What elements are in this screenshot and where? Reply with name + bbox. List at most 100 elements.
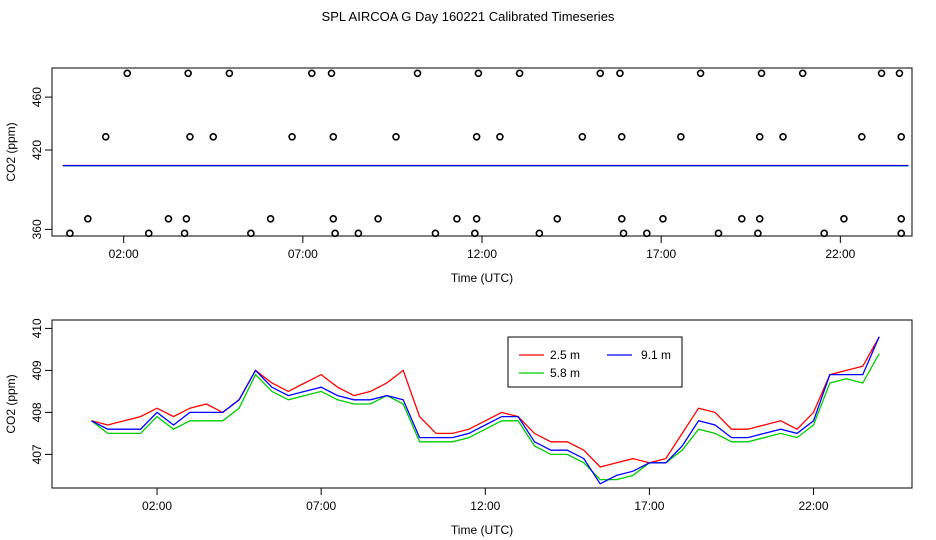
scatter-panel: 02:00 07:00 12:00 17:00 22:00 360 420 460 Time… (4, 67, 913, 285)
data-point (225, 69, 234, 78)
data-point (182, 215, 191, 223)
data-point (209, 132, 218, 141)
data-point (578, 132, 587, 141)
data-point (754, 229, 762, 238)
series-line (91, 353, 880, 481)
data-point (897, 215, 906, 223)
scatter-points (66, 69, 906, 238)
data-point (619, 229, 628, 238)
data-point (897, 229, 906, 238)
data-point (144, 229, 153, 238)
data-point (307, 69, 316, 78)
data-point (755, 215, 764, 223)
y-tick-label: 409 (30, 360, 44, 380)
data-point (453, 215, 461, 223)
line-panel: 02:00 07:00 12:00 17:00 22:00 407 408 409 410 T… (4, 318, 913, 537)
data-point (354, 229, 363, 238)
data-point (737, 215, 746, 223)
plot-frame (51, 67, 913, 237)
x-axis: 02:00 07:00 12:00 17:00 22:00 (109, 236, 856, 261)
x-tick-label: 12:00 (467, 247, 497, 261)
data-point (596, 69, 605, 78)
data-point (617, 132, 626, 141)
x-tick-label: 12:00 (470, 499, 500, 513)
data-point (895, 69, 904, 78)
chart-title: SPL AIRCOA G Day 160221 Calibrated Times… (322, 9, 615, 24)
data-point (755, 132, 764, 141)
data-point (677, 132, 685, 141)
data-point (327, 69, 336, 78)
x-tick-label: 07:00 (306, 499, 336, 513)
data-point (757, 69, 766, 78)
legend-label: 5.8 m (550, 366, 580, 380)
x-tick-label: 22:00 (825, 247, 855, 261)
data-point (184, 69, 192, 78)
y-tick-label: 360 (30, 219, 44, 239)
data-point (472, 215, 481, 223)
legend-label: 9.1 m (641, 348, 671, 362)
data-point (714, 229, 723, 238)
legend: 2.5 m 5.8 m 9.1 m (507, 336, 683, 388)
series-line (91, 336, 880, 485)
data-point (84, 215, 92, 223)
series-line (91, 336, 880, 468)
y-tick-label: 410 (30, 318, 44, 338)
data-point (553, 215, 562, 223)
data-point (617, 215, 626, 223)
y-tick-label: 408 (30, 402, 44, 422)
y-axis-label: CO2 (ppm) (4, 374, 18, 433)
data-point (535, 229, 544, 238)
series-lines (91, 336, 880, 485)
data-point (329, 132, 338, 141)
data-point (616, 69, 624, 78)
data-point (392, 132, 400, 141)
data-point (266, 215, 275, 223)
y-axis: 407 408 409 410 (30, 318, 52, 464)
data-point (696, 69, 705, 78)
data-point (779, 132, 787, 141)
data-point (164, 215, 173, 223)
data-point (858, 132, 866, 141)
legend-label: 2.5 m (550, 348, 580, 362)
legend-box (507, 336, 683, 388)
y-tick-label: 460 (30, 87, 44, 107)
data-point (413, 69, 422, 78)
x-tick-label: 17:00 (646, 247, 676, 261)
x-tick-label: 07:00 (288, 247, 318, 261)
data-point (496, 132, 504, 141)
data-point (329, 215, 338, 223)
data-point (820, 229, 829, 238)
data-point (472, 132, 481, 141)
data-point (515, 69, 524, 78)
plot-frame (51, 319, 913, 489)
y-axis-label: CO2 (ppm) (4, 122, 18, 181)
data-point (186, 132, 194, 141)
data-point (180, 229, 189, 238)
data-point (374, 215, 382, 223)
data-point (331, 229, 339, 238)
data-point (101, 132, 110, 141)
data-point (471, 229, 479, 238)
data-point (643, 229, 651, 238)
data-point (798, 69, 807, 78)
x-tick-label: 02:00 (109, 247, 139, 261)
data-point (247, 229, 255, 238)
data-point (474, 69, 483, 78)
x-axis: 02:00 07:00 12:00 17:00 22:00 (142, 488, 829, 513)
data-point (659, 215, 667, 223)
data-point (897, 132, 906, 141)
data-point (877, 69, 886, 78)
data-point (431, 229, 440, 238)
x-tick-label: 02:00 (142, 499, 172, 513)
x-axis-label: Time (UTC) (451, 271, 513, 285)
x-tick-label: 17:00 (634, 499, 664, 513)
y-tick-label: 420 (30, 140, 44, 160)
data-point (123, 69, 132, 78)
y-tick-label: 407 (30, 444, 44, 464)
x-axis-label: Time (UTC) (451, 523, 513, 537)
x-tick-label: 22:00 (799, 499, 829, 513)
data-point (66, 229, 74, 238)
data-point (840, 215, 848, 223)
y-axis: 360 420 460 (30, 87, 52, 239)
